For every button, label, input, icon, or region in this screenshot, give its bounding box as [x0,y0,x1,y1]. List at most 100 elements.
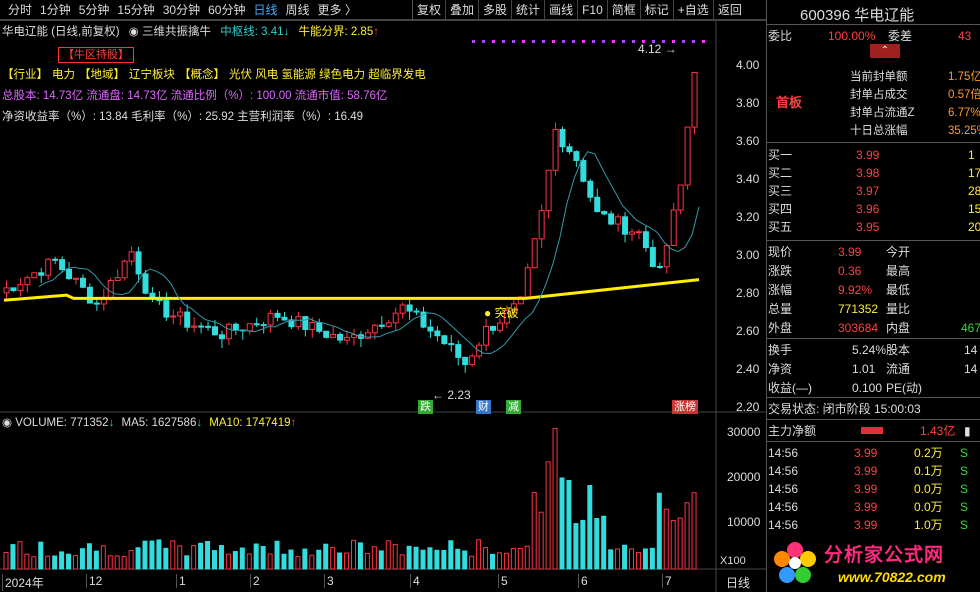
volume-bar [622,544,628,570]
toolbar-button-2[interactable]: 多股 [479,0,513,20]
volume-bar [503,552,509,570]
toolbar-button-5[interactable]: F10 [578,0,608,20]
period-tab-7[interactable]: 周线 [285,3,310,17]
candle [462,356,469,366]
high-annotation: 4.12 → [638,42,677,56]
volume-bar [170,540,176,570]
signal-dot [552,40,555,43]
volume-bar [531,492,537,570]
candle [677,184,684,211]
candle [448,343,455,346]
book-qty: 1 [968,148,975,162]
book-qty: 28 [968,184,980,198]
collapse-icon[interactable]: ⌃ [870,44,900,58]
period-tab-3[interactable]: 15分钟 [117,3,155,17]
volume-bar [93,550,99,570]
toolbar-button-7[interactable]: 标记 [641,0,674,20]
signal-dot [582,40,585,43]
industry-item: 辽宁板块 [129,69,175,81]
candle [121,260,128,279]
candle [73,277,79,280]
candle [483,325,490,346]
candle [413,310,420,313]
volume-bar [59,551,65,570]
stat-label: 当前封单额 [850,71,908,83]
book-price: 3.95 [856,220,880,234]
volume-bar [635,552,641,570]
toolbar-button-0[interactable]: 复权 [413,0,447,20]
candle [205,325,212,328]
order-book-row[interactable]: 买五 3.95 20 [768,218,980,236]
volume-bar [267,553,273,570]
price-tick: 2.80 [736,286,760,300]
candle [496,322,503,331]
volume-bar [79,548,85,570]
tick-price: 3.99 [854,500,878,514]
candle [615,216,622,225]
order-book-row[interactable]: 买三 3.97 28 [768,182,980,200]
candle [371,324,378,334]
candle [580,159,587,182]
event-tag[interactable]: 涨榜 [672,400,698,414]
quote-label2: 最低 [886,283,911,297]
toolbar-button-6[interactable]: 简框 [608,0,641,20]
book-label: 买二 [768,166,793,180]
ma5-value: MA5: 1627586 [121,417,197,429]
candle [594,196,601,213]
limit-up-label: 首板 [776,95,803,110]
candle [163,300,170,318]
volume-bar [469,555,475,570]
period-label[interactable]: 日线 [726,576,751,590]
volume-bar [684,502,690,570]
candle [267,312,274,326]
toolbar-button-1[interactable]: 叠加 [446,0,480,20]
volume-bar [642,548,648,570]
volume-bar [295,556,301,570]
signal-dot [662,40,665,43]
indicator-name[interactable]: 三维共振擒牛 [142,26,212,38]
period-tab-4[interactable]: 30分钟 [162,3,201,17]
candle [198,325,205,328]
signal-dot [682,40,685,43]
event-tag[interactable]: 财 [476,400,491,414]
toolbar-button-9[interactable]: 返回 [717,3,742,17]
order-book-row[interactable]: 买二 3.98 17 [768,164,980,182]
volume-bar [510,547,516,570]
volume-bar [163,547,169,570]
tick-vol: 0.0万 [914,482,943,496]
order-book-row[interactable]: 买一 3.99 1 [768,146,980,164]
industry-line: 【行业】 电力 【地域】 辽宁板块 【概念】 光伏 风电 氢能源 绿色电力 超临界发电 [2,66,430,82]
date-tick: 6 [578,574,588,588]
period-tab-6[interactable]: 日线 [253,3,278,17]
signal-dot [542,40,545,43]
period-tab-0[interactable]: 分时 [8,3,33,17]
event-tag[interactable]: 减 [506,400,521,414]
volume-bar [434,549,440,570]
toolbar-button-3[interactable]: 统计 [512,0,546,20]
candle [344,336,351,341]
volume-bar [218,544,224,570]
quote-row: 总量 771352 量比 [768,300,980,318]
volume-bar [121,556,127,570]
candle [469,355,476,366]
volume-bar [490,553,495,570]
date-tick: 4 [410,574,420,588]
volume-bar [38,541,44,570]
industry-item: 【行业】 [2,69,48,81]
period-tab-5[interactable]: 60分钟 [208,3,246,17]
period-tab-2[interactable]: 5分钟 [78,3,110,17]
volume-bar [357,542,363,570]
event-tag[interactable]: 跌 [418,400,433,414]
period-tab-8[interactable]: 更多 〉 [317,3,357,17]
volume-bar [559,477,565,570]
toolbar-button-4[interactable]: 画线 [545,0,579,20]
volume-bar [253,543,259,570]
kline-chart[interactable] [0,21,766,592]
toolbar-button-8[interactable]: +自选 [674,0,714,20]
period-tab-1[interactable]: 1分钟 [40,3,71,17]
order-book-row[interactable]: 买四 3.96 15 [768,200,980,218]
volume-bar [100,545,106,570]
quote-label2: 今开 [886,245,911,259]
quote-value: 0.36 [838,264,862,278]
candle [441,335,448,345]
